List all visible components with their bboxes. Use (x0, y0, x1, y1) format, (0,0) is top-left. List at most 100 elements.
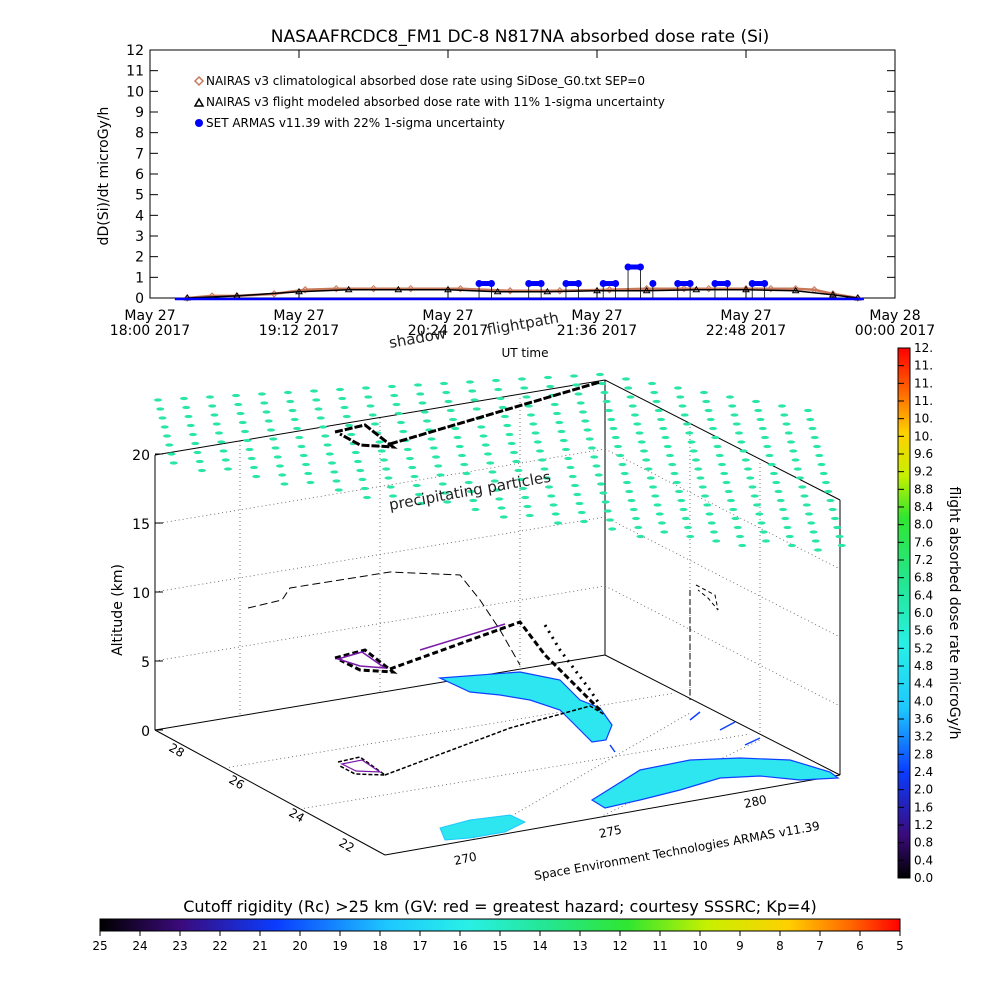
credit-label: Space Environment Technologies ARMAS v11… (533, 819, 821, 883)
particle-mark (724, 489, 733, 494)
particle-mark (571, 483, 579, 488)
particle-mark (519, 486, 527, 491)
particle-mark (360, 486, 369, 491)
particle-mark (436, 473, 445, 477)
particle-mark (394, 411, 403, 416)
particle-mark (414, 383, 422, 387)
particle-mark (323, 443, 332, 447)
cutoff-rigidity-bar: Cutoff rigidity (Rc) >25 km (GV: red = g… (92, 897, 903, 953)
altitude-axis-label: Altitude (km) (110, 564, 126, 656)
particle-mark (791, 458, 800, 462)
particle-mark (466, 380, 474, 384)
particle-mark (609, 426, 618, 431)
particle-mark (570, 374, 578, 378)
particle-mark (562, 447, 570, 452)
colorbar-tick-label: 8.0 (914, 518, 933, 532)
particle-mark (362, 386, 370, 390)
particle-mark (156, 407, 165, 411)
particle-mark (271, 446, 280, 450)
particle-mark (616, 453, 625, 458)
particle-mark (646, 476, 655, 480)
data-point (605, 286, 614, 294)
particle-mark (650, 390, 659, 395)
colorbar-tick-label: 5.6 (914, 624, 933, 638)
altitude-projection-back (247, 571, 521, 666)
bahamas-coast (609, 711, 761, 753)
particle-mark (585, 437, 594, 441)
particle-mark (756, 417, 765, 422)
particle-mark (219, 449, 228, 453)
cutoff-tick-label: 24 (132, 939, 147, 953)
particle-mark (241, 429, 249, 434)
particle-mark (744, 467, 752, 471)
particle-mark (555, 420, 564, 425)
particle-mark (831, 516, 839, 521)
cutoff-tick-label: 15 (492, 939, 507, 953)
particle-mark (576, 401, 585, 405)
particle-mark (778, 404, 786, 408)
particle-mark (679, 507, 688, 512)
particle-mark (358, 477, 367, 482)
particle-mark (798, 485, 807, 489)
particle-mark (649, 485, 657, 489)
particle-mark (321, 434, 330, 438)
particle-mark (739, 449, 748, 453)
flightpath-annotation: flightpath (486, 309, 561, 339)
particle-mark (759, 530, 768, 534)
particle-mark (193, 450, 202, 455)
particle-mark (559, 438, 568, 443)
cuba-landmass (590, 757, 840, 809)
particle-mark (632, 516, 640, 521)
particle-mark (495, 497, 504, 501)
particle-mark (835, 534, 844, 539)
particle-mark (533, 440, 542, 444)
particle-mark (521, 495, 530, 500)
colorbar-tick-label: 9.6 (914, 447, 933, 461)
colorbar-label: flight absorbed dose rate microGy/h (946, 487, 962, 740)
particle-mark (338, 396, 347, 401)
cutoff-tick-label: 18 (372, 939, 387, 953)
particle-mark (477, 425, 486, 429)
particle-mark (762, 539, 770, 543)
particle-mark (623, 480, 631, 485)
particle-mark (575, 501, 584, 506)
latitude-tick-label: 26 (227, 772, 247, 792)
z-tick-label: 5 (141, 655, 150, 671)
particle-mark (316, 416, 325, 420)
particle-mark (718, 462, 726, 467)
particle-mark (557, 429, 566, 434)
particle-mark (606, 518, 614, 522)
cutoff-tick-label: 12 (612, 939, 627, 953)
particle-mark (184, 414, 193, 419)
particle-mark (684, 525, 692, 530)
particle-mark (418, 401, 427, 405)
flight-path-3d-panel: 0 5 10 15 20 Altitude (km) 22 24 26 28 270 275 28… (110, 309, 846, 883)
particle-mark (796, 476, 804, 480)
particle-mark (330, 470, 339, 474)
particle-mark (224, 467, 232, 471)
data-point (574, 280, 582, 288)
particle-mark (588, 446, 596, 450)
particle-mark (427, 437, 436, 441)
data-point (493, 287, 502, 295)
particle-mark (467, 489, 475, 494)
particle-mark (273, 455, 282, 459)
particle-mark (420, 410, 429, 414)
flight-shadow-ground-purple (340, 759, 383, 773)
particle-mark (625, 489, 634, 494)
particle-mark (260, 401, 269, 405)
particle-mark (683, 422, 691, 426)
particle-mark (781, 516, 790, 521)
particle-mark (408, 465, 417, 470)
particle-mark (234, 402, 243, 407)
particle-mark (306, 480, 315, 485)
cutoff-tick-label: 25 (92, 939, 107, 953)
y-tick-label: 3 (135, 229, 144, 245)
longitude-ticks: 270 275 280 (453, 792, 768, 867)
colorbar-tick-label: 12. (914, 341, 933, 355)
particle-mark (627, 498, 636, 503)
cutoff-tick-label: 20 (292, 939, 307, 953)
particle-mark (501, 414, 509, 419)
particle-mark (507, 441, 516, 446)
data-point (183, 294, 191, 302)
